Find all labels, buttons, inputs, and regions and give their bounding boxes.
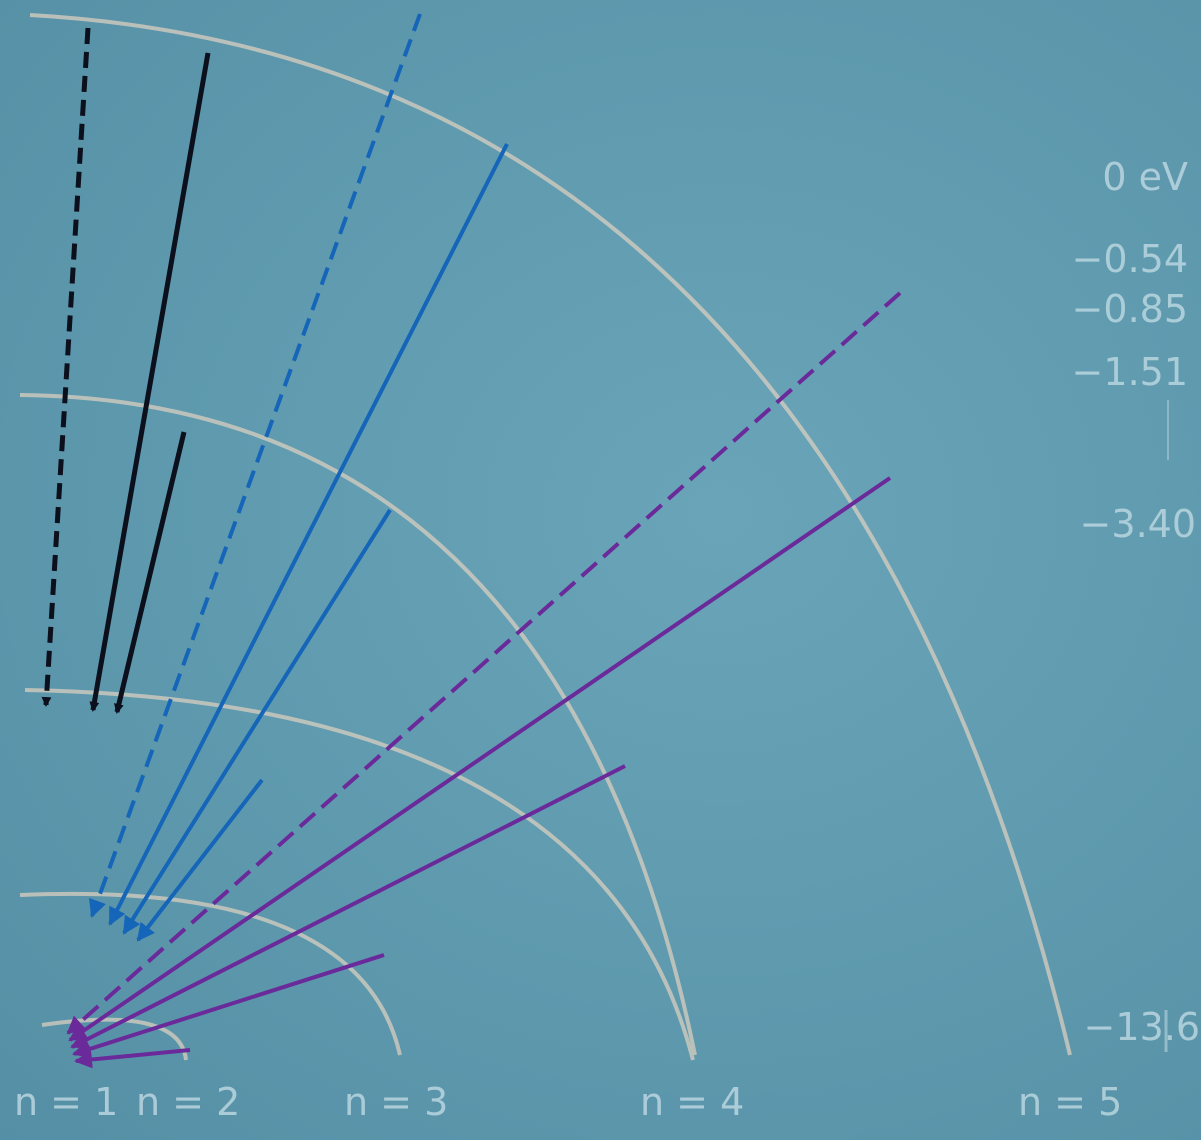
orbits xyxy=(19,13,1072,1061)
orbit-label-n1: n = 1 xyxy=(14,1080,118,1124)
energy-label-1: −0.54 xyxy=(1072,237,1188,281)
transitions-blue xyxy=(89,13,509,942)
transition-blue-dashed xyxy=(89,13,422,918)
energy-labels: 0 eV −0.54 −0.85 −1.51 −3.40 −13.6 xyxy=(1072,155,1200,1049)
orbit-n4 xyxy=(19,393,697,1056)
transition-purple-dashed xyxy=(66,291,902,1035)
transition-blue-1 xyxy=(108,143,509,926)
energy-label-4: −3.40 xyxy=(1080,502,1196,546)
orbit-label-n4: n = 4 xyxy=(640,1080,744,1124)
transition-black-dashed xyxy=(41,27,91,707)
transitions-black xyxy=(41,27,211,714)
transition-blue-2 xyxy=(122,508,392,935)
orbit-n5 xyxy=(29,13,1072,1056)
transition-black-1 xyxy=(89,52,211,712)
orbit-label-n5: n = 5 xyxy=(1018,1080,1122,1124)
transition-purple-4 xyxy=(74,1048,191,1069)
energy-label-2: −0.85 xyxy=(1072,287,1188,331)
orbit-labels: n = 1 n = 2 n = 3 n = 4 n = 5 xyxy=(14,1080,1122,1124)
transition-purple-2 xyxy=(70,764,626,1049)
transition-black-2 xyxy=(113,431,187,714)
energy-label-5: −13.6 xyxy=(1084,1005,1200,1049)
orbit-n3 xyxy=(24,688,695,1061)
transitions-purple xyxy=(66,291,902,1069)
orbit-label-n2: n = 2 xyxy=(136,1080,240,1124)
orbit-label-n3: n = 3 xyxy=(344,1080,448,1124)
energy-label-3: −1.51 xyxy=(1072,350,1188,394)
orbit-n2 xyxy=(19,891,402,1056)
transition-purple-3 xyxy=(72,953,385,1058)
transition-purple-1 xyxy=(68,476,892,1042)
transition-blue-3 xyxy=(136,778,264,942)
energy-label-0: 0 eV xyxy=(1102,155,1188,199)
